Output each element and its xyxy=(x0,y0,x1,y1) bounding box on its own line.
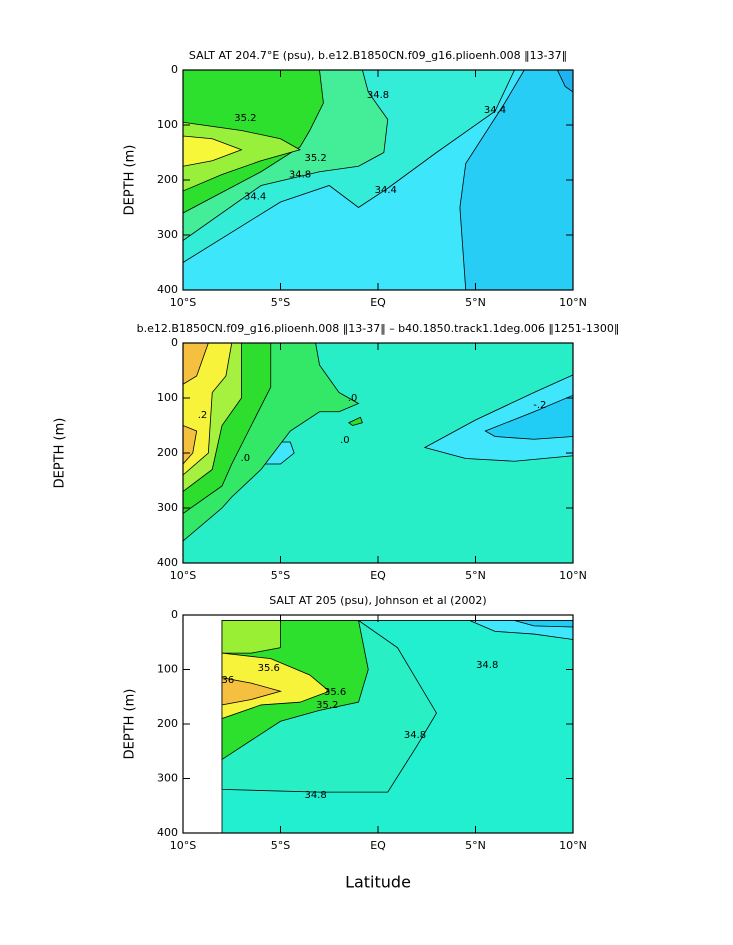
y-tick-label: 300 xyxy=(157,228,178,241)
contour-region xyxy=(484,394,573,440)
x-tick-label: EQ xyxy=(370,296,386,309)
contour-label: .2 xyxy=(198,410,208,421)
x-tick-label: 5°N xyxy=(465,296,486,309)
contour-region xyxy=(221,677,282,706)
plot-area xyxy=(183,343,573,563)
contour-region xyxy=(221,652,331,720)
x-tick-label: 5°S xyxy=(271,296,290,309)
y-tick-label: 100 xyxy=(157,118,178,131)
plot-area xyxy=(183,70,573,290)
contour-region xyxy=(459,70,573,290)
contour-region xyxy=(183,425,198,465)
contour-region xyxy=(514,620,573,628)
contour-region xyxy=(347,416,363,426)
chart-title: b.e12.B1850CN.f09_g16.plioenh.008 ‖13-37… xyxy=(137,322,620,335)
plot-area xyxy=(221,620,573,833)
y-tick-label: 100 xyxy=(157,663,178,676)
contour-label: 34.8 xyxy=(404,730,426,741)
contour-label: 34.8 xyxy=(289,170,311,181)
contour-label: 35.6 xyxy=(324,687,346,698)
y-axis-label: DEPTH (m) xyxy=(123,145,138,216)
contour-label: 34.8 xyxy=(367,90,389,101)
contour-label: 35.2 xyxy=(234,113,256,124)
contour-region xyxy=(221,620,281,654)
x-tick-label: 5°N xyxy=(465,569,486,582)
contour-label: 36 xyxy=(221,675,234,686)
y-tick-label: 200 xyxy=(157,717,178,730)
x-tick-label: 10°N xyxy=(559,296,587,309)
contour-label: 34.4 xyxy=(484,105,506,116)
contour-label: 34.4 xyxy=(375,185,397,196)
x-tick-label: 10°S xyxy=(170,569,196,582)
x-tick-label: EQ xyxy=(370,569,386,582)
contour-label: 35.6 xyxy=(258,663,280,674)
contour-label: 35.2 xyxy=(316,700,338,711)
chart-title: SALT AT 205 (psu), Johnson et al (2002) xyxy=(269,594,486,607)
contour-label: 34.8 xyxy=(304,790,326,801)
contour-label: -.2 xyxy=(533,400,546,411)
y-tick-label: 200 xyxy=(157,446,178,459)
x-tick-label: 10°N xyxy=(559,569,587,582)
y-tick-label: 400 xyxy=(157,556,178,569)
contour-region xyxy=(556,70,573,93)
contour-label: 34.8 xyxy=(476,660,498,671)
y-tick-label: 400 xyxy=(157,826,178,839)
y-tick-label: 400 xyxy=(157,283,178,296)
contour-label: .0 xyxy=(340,435,350,446)
contour-label: .0 xyxy=(241,453,251,464)
y-tick-label: 300 xyxy=(157,772,178,785)
y-tick-label: 100 xyxy=(157,391,178,404)
x-tick-label: 5°N xyxy=(465,839,486,852)
y-tick-label: 0 xyxy=(171,608,178,621)
y-tick-label: 0 xyxy=(171,63,178,76)
x-axis-label: Latitude xyxy=(345,873,411,892)
y-axis-label: DEPTH (m) xyxy=(53,418,68,489)
x-tick-label: 10°N xyxy=(559,839,587,852)
x-tick-label: 5°S xyxy=(271,569,290,582)
x-tick-label: 10°S xyxy=(170,839,196,852)
contour-region xyxy=(423,374,573,462)
contour-region xyxy=(183,135,243,167)
x-tick-label: 10°S xyxy=(170,296,196,309)
y-tick-label: 200 xyxy=(157,173,178,186)
y-tick-label: 300 xyxy=(157,501,178,514)
y-tick-label: 0 xyxy=(171,336,178,349)
contour-label: .0 xyxy=(348,393,358,404)
contour-region xyxy=(183,343,209,385)
y-axis-label: DEPTH (m) xyxy=(123,689,138,760)
chart-title: SALT AT 204.7°E (psu), b.e12.B1850CN.f09… xyxy=(189,49,567,62)
x-tick-label: 5°S xyxy=(271,839,290,852)
contour-label: 35.2 xyxy=(304,153,326,164)
contour-label: 34.4 xyxy=(244,192,266,203)
x-tick-label: EQ xyxy=(370,839,386,852)
